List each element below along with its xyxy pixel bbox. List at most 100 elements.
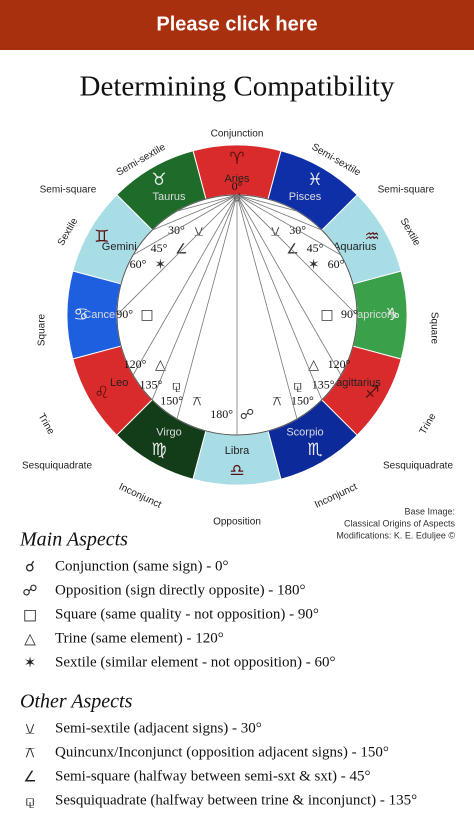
aspect-line xyxy=(116,194,238,316)
sign-glyph: ♊ xyxy=(94,227,109,247)
degree-label: 90° xyxy=(341,307,358,321)
legend-symbol: ⚼ xyxy=(25,792,35,810)
legend-symbol: ⚺ xyxy=(25,720,35,738)
aspect-symbol: ⚼ xyxy=(171,378,181,394)
degree-label: 150° xyxy=(291,393,314,407)
aspect-line xyxy=(236,194,298,212)
degree-label: 45° xyxy=(307,241,324,255)
outer-label: Trine xyxy=(36,412,57,437)
outer-label: Inconjunct xyxy=(117,482,163,511)
sign-name: Capricorn xyxy=(349,309,397,321)
sign-glyph: ♑ xyxy=(385,305,400,325)
aspect-line xyxy=(151,194,238,231)
legend-text: Trine (same element) - 120° xyxy=(55,630,224,646)
sign-glyph: ♎ xyxy=(229,461,244,481)
aspect-line xyxy=(151,194,238,401)
legend-text: Quincunx/Inconjunct (opposition adjacent… xyxy=(55,744,389,760)
outer-label: Square xyxy=(37,313,48,346)
legend-symbol: □ xyxy=(23,606,37,624)
sign-name: Sagittarius xyxy=(329,377,381,389)
aspect-line xyxy=(236,194,298,420)
aspect-symbol: ☍ xyxy=(240,407,254,423)
legend-heading: Main Aspects xyxy=(19,529,128,551)
aspect-symbol: ⚻ xyxy=(272,394,281,410)
legend-text: Square (same quality - not opposition) -… xyxy=(55,606,319,622)
degree-label: 120° xyxy=(124,357,147,371)
outer-label: Opposition xyxy=(213,517,261,528)
aspect-symbol: ✶ xyxy=(155,257,167,273)
degree-label: 90° xyxy=(116,307,133,321)
outer-label: Inconjunct xyxy=(313,481,359,510)
aspect-line xyxy=(236,194,323,231)
banner-text[interactable]: Please click here xyxy=(156,13,317,35)
sign-glyph: ♒ xyxy=(364,227,379,247)
outer-label: Sextile xyxy=(56,216,81,248)
legend-text: Sextile (similar element - not oppositio… xyxy=(55,654,336,670)
banner[interactable] xyxy=(0,0,474,50)
aspect-line xyxy=(236,194,342,376)
sign-name: Gemini xyxy=(102,241,137,253)
degree-label: 135° xyxy=(139,377,162,391)
aspect-symbol: ⚺ xyxy=(271,223,280,239)
degree-label: 45° xyxy=(151,241,168,255)
legend-symbol: ☌ xyxy=(25,558,35,576)
aspect-line xyxy=(236,194,323,401)
legend-symbol: △ xyxy=(24,630,36,648)
sign-glyph: ♋ xyxy=(73,305,88,325)
legend-text: Semi-sextile (adjacent signs) - 30° xyxy=(55,720,262,736)
aspect-symbol: ⚺ xyxy=(194,223,203,239)
aspect-symbol: □ xyxy=(320,307,333,323)
degree-label: 135° xyxy=(312,377,335,391)
outer-label: Semi-square xyxy=(378,185,435,196)
sign-glyph: ♐ xyxy=(364,383,379,403)
sign-name: Aquarius xyxy=(333,241,377,253)
outer-label: Semi-square xyxy=(40,185,97,196)
sign-glyph: ♏ xyxy=(307,440,322,460)
aspect-line xyxy=(132,194,238,376)
legend-symbol: ∠ xyxy=(23,768,36,786)
legend-text: Conjunction (same sign) - 0° xyxy=(55,558,228,574)
degree-label: 0° xyxy=(232,179,243,193)
degree-label: 150° xyxy=(160,393,183,407)
aspect-line xyxy=(236,194,358,316)
sign-name: Aries xyxy=(224,173,250,185)
degree-label: 180° xyxy=(210,407,233,421)
legend-symbol: ⚻ xyxy=(25,744,35,762)
sign-name: Libra xyxy=(225,445,250,457)
sign-name: Taurus xyxy=(152,191,186,203)
degree-label: 60° xyxy=(328,257,345,271)
outer-label: Trine xyxy=(418,411,439,436)
credit-line: Modifications: K. E. Eduljee © xyxy=(336,530,455,540)
legend-text: Sesquiquadrate (halfway between trine & … xyxy=(55,792,417,808)
aspect-symbol: ⚻ xyxy=(192,394,201,410)
legend-text: Opposition (sign directly opposite) - 18… xyxy=(55,582,306,598)
sign-glyph: ♌ xyxy=(94,383,109,403)
legend-symbol: ☍ xyxy=(22,582,37,600)
sign-name: Cancer xyxy=(83,309,119,321)
title: Determining Compatibility xyxy=(80,71,395,103)
outer-label: Square xyxy=(428,312,439,345)
degree-label: 120° xyxy=(328,357,351,371)
credit-line: Classical Origins of Aspects xyxy=(344,518,456,528)
degree-label: 60° xyxy=(130,257,147,271)
sign-name: Virgo xyxy=(156,427,181,439)
sign-name: Pisces xyxy=(289,191,322,203)
aspect-symbol: ✶ xyxy=(308,257,320,273)
credit-line: Base Image: xyxy=(404,506,455,516)
aspect-line xyxy=(176,194,238,420)
outer-label: Sesquiquadrate xyxy=(22,461,92,472)
sign-name: Leo xyxy=(110,377,128,389)
wheel: ♈ Aries ♉Taurus ♊Gemini ♋Cancer ♌Leo ♍Virgo ♎ Li… xyxy=(22,129,456,541)
aspect-line xyxy=(236,194,342,256)
aspect-symbol: △ xyxy=(308,357,319,373)
sign-glyph: ♉ xyxy=(151,170,166,190)
outer-label: Sesquiquadrate xyxy=(383,461,453,472)
sign-glyph: ♈ xyxy=(229,149,244,169)
aspect-symbol: ⚼ xyxy=(293,378,303,394)
sign-name: Scorpio xyxy=(286,427,323,439)
aspect-line xyxy=(176,194,238,212)
aspect-line xyxy=(132,194,238,256)
legend-symbol: ✶ xyxy=(24,654,37,672)
